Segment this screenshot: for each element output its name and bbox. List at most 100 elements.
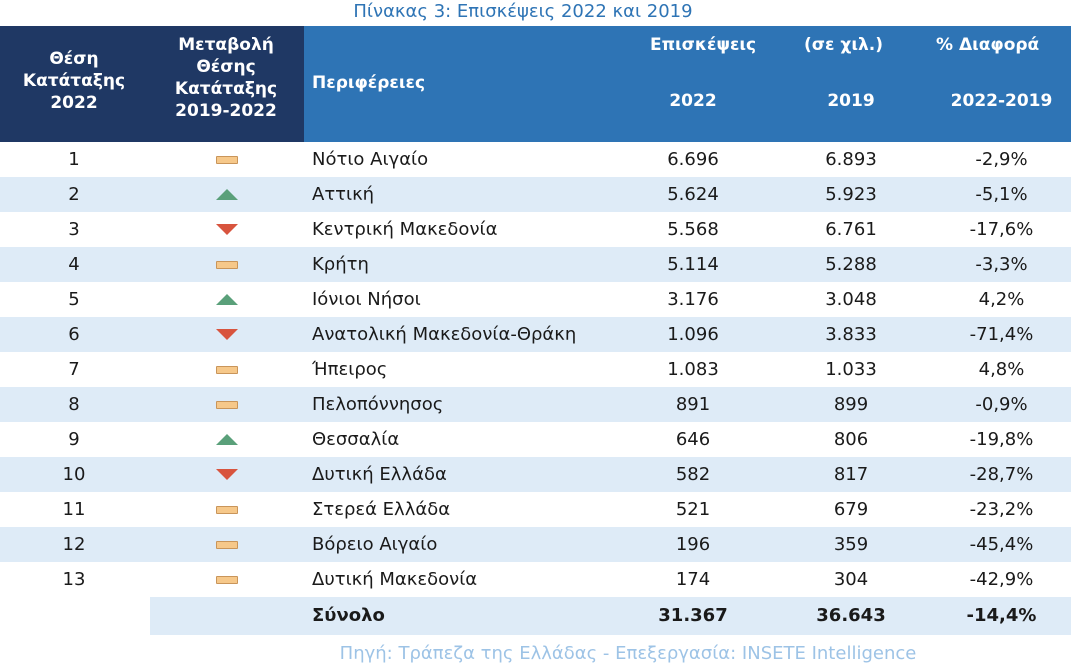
rank-change-cell	[152, 177, 302, 212]
rank-change-cell	[152, 422, 302, 457]
header-rank-line1: Θέση	[49, 49, 99, 69]
table-row: 9 Θεσσαλία 646 806 -19,8%	[0, 422, 1071, 457]
diff-cell: -0,9%	[975, 394, 1028, 415]
region-cell: Δυτική Ελλάδα	[312, 464, 447, 485]
header-data-area: Περιφέρειες Επισκέψεις (σε χιλ.) % Διαφο…	[304, 26, 1071, 142]
rank-change-cell	[152, 527, 302, 562]
region-cell: Κρήτη	[312, 254, 369, 275]
table-row: 2 Αττική 5.624 5.923 -5,1%	[0, 177, 1071, 212]
visits-2019-cell: 304	[833, 569, 869, 590]
header-change-line2: Θέσης	[196, 57, 256, 77]
rank-cell: 4	[68, 254, 80, 275]
visits-2019-cell: 3.833	[825, 324, 877, 345]
rank-change-cell	[152, 317, 302, 352]
region-cell: Αττική	[312, 184, 375, 205]
header-rank-cell: Θέση Κατάταξης 2022	[0, 26, 148, 142]
visits-2022-cell: 196	[675, 534, 711, 555]
header-change-line1: Μεταβολή	[178, 35, 274, 55]
region-cell: Κεντρική Μακεδονία	[312, 219, 498, 240]
table-row: 1 Νότιο Αιγαίο 6.696 6.893 -2,9%	[0, 142, 1071, 177]
region-cell: Ιόνιοι Νήσοι	[312, 289, 421, 310]
diff-cell: -17,6%	[969, 219, 1034, 240]
total-2022: 31.367	[658, 605, 728, 626]
no-change-icon	[216, 575, 238, 584]
region-cell: Ήπειρος	[312, 359, 388, 380]
header-visits: Επισκέψεις	[650, 35, 757, 55]
table-row: 5 Ιόνιοι Νήσοι 3.176 3.048 4,2%	[0, 282, 1071, 317]
rank-change-cell	[152, 247, 302, 282]
region-cell: Πελοπόννησος	[312, 394, 444, 415]
rank-cell: 1	[68, 149, 80, 170]
visits-2019-cell: 6.893	[825, 149, 877, 170]
rank-change-cell	[152, 562, 302, 597]
diff-cell: -45,4%	[969, 534, 1034, 555]
rank-cell: 11	[62, 499, 86, 520]
rank-change-cell	[152, 352, 302, 387]
visits-2022-cell: 5.624	[667, 184, 719, 205]
visits-2022-cell: 5.114	[667, 254, 719, 275]
arrow-down-icon	[216, 329, 238, 340]
visits-2019-cell: 679	[833, 499, 869, 520]
table-row: 3 Κεντρική Μακεδονία 5.568 6.761 -17,6%	[0, 212, 1071, 247]
rank-cell: 6	[68, 324, 80, 345]
rank-change-cell	[152, 387, 302, 422]
diff-cell: -19,8%	[969, 429, 1034, 450]
no-change-icon	[216, 540, 238, 549]
rank-cell: 9	[68, 429, 80, 450]
rank-cell: 7	[68, 359, 80, 380]
header-year-2022: 2022	[669, 91, 717, 111]
rank-change-cell	[152, 142, 302, 177]
table-row: 6 Ανατολική Μακεδονία-Θράκη 1.096 3.833 -71,…	[0, 317, 1071, 352]
rank-change-cell	[152, 212, 302, 247]
visits-2022-cell: 891	[675, 394, 711, 415]
region-cell: Νότιο Αιγαίο	[312, 149, 429, 170]
region-cell: Βόρειο Αιγαίο	[312, 534, 438, 555]
total-row: Σύνολο 31.367 36.643 -14,4%	[150, 597, 1071, 635]
total-diff: -14,4%	[966, 605, 1037, 626]
diff-cell: -28,7%	[969, 464, 1034, 485]
no-change-icon	[216, 505, 238, 514]
visits-2022-cell: 5.568	[667, 219, 719, 240]
visits-2019-cell: 806	[833, 429, 869, 450]
no-change-icon	[216, 400, 238, 409]
visits-2022-cell: 174	[675, 569, 711, 590]
arrow-up-icon	[216, 434, 238, 445]
header-diff-period: 2022-2019	[950, 91, 1053, 111]
diff-cell: -3,3%	[975, 254, 1028, 275]
table-row: 13 Δυτική Μακεδονία 174 304 -42,9%	[0, 562, 1071, 597]
table-row: 12 Βόρειο Αιγαίο 196 359 -45,4%	[0, 527, 1071, 562]
visits-2022-cell: 3.176	[667, 289, 719, 310]
table-row: 4 Κρήτη 5.114 5.288 -3,3%	[0, 247, 1071, 282]
no-change-icon	[216, 260, 238, 269]
rank-change-cell	[152, 282, 302, 317]
arrow-up-icon	[216, 189, 238, 200]
rank-change-cell	[152, 492, 302, 527]
header-change-line3: Κατάταξης	[174, 79, 278, 99]
visits-2019-cell: 5.923	[825, 184, 877, 205]
arrow-down-icon	[216, 224, 238, 235]
region-cell: Θεσσαλία	[312, 429, 400, 450]
no-change-icon	[216, 365, 238, 374]
visits-2019-cell: 5.288	[825, 254, 877, 275]
rank-cell: 3	[68, 219, 80, 240]
visits-2022-cell: 6.696	[667, 149, 719, 170]
visits-2022-cell: 582	[675, 464, 711, 485]
header-change-cell: Μεταβολή Θέσης Κατάταξης 2019-2022	[148, 26, 304, 142]
diff-cell: -42,9%	[969, 569, 1034, 590]
region-cell: Ανατολική Μακεδονία-Θράκη	[312, 324, 577, 345]
diff-cell: -71,4%	[969, 324, 1034, 345]
diff-cell: -2,9%	[975, 149, 1028, 170]
visits-2022-cell: 1.083	[667, 359, 719, 380]
visits-2019-cell: 1.033	[825, 359, 877, 380]
visits-2019-cell: 899	[833, 394, 869, 415]
header-region: Περιφέρειες	[312, 73, 426, 93]
header-thousands: (σε χιλ.)	[804, 35, 883, 55]
source-note: Πηγή: Τράπεζα της Ελλάδας - Επεξεργασία:…	[339, 643, 917, 664]
visits-2022-cell: 1.096	[667, 324, 719, 345]
header-rank-line3: 2022	[50, 93, 98, 113]
total-label: Σύνολο	[312, 605, 385, 626]
rank-cell: 2	[68, 184, 80, 205]
diff-cell: 4,2%	[978, 289, 1025, 310]
table-title: Πίνακας 3: Επισκέψεις 2022 και 2019	[353, 1, 693, 22]
region-cell: Δυτική Μακεδονία	[312, 569, 478, 590]
